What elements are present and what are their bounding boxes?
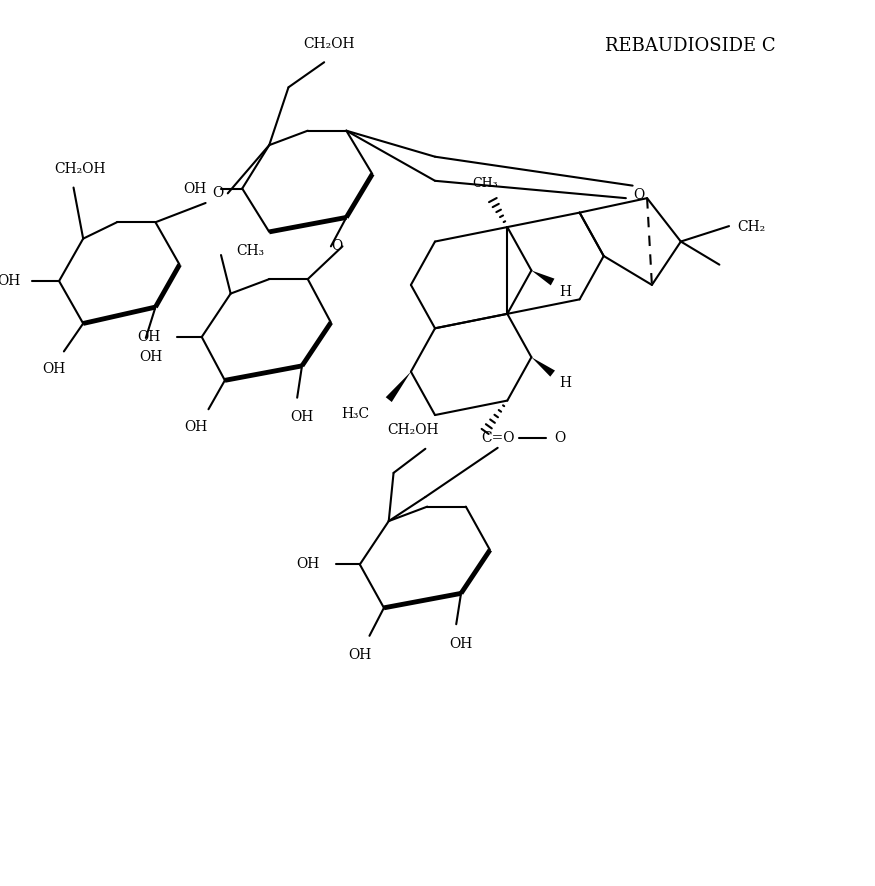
Text: OH: OH [450, 636, 472, 650]
Polygon shape [531, 357, 555, 377]
Text: OH: OH [137, 330, 160, 344]
Text: H: H [559, 377, 571, 390]
Text: O: O [634, 188, 645, 202]
Text: O: O [213, 186, 224, 200]
Text: CH₂OH: CH₂OH [54, 162, 106, 176]
Text: H₃C: H₃C [341, 407, 369, 421]
Text: CH₂OH: CH₂OH [304, 37, 354, 51]
Text: H: H [559, 284, 571, 299]
Text: CH₂OH: CH₂OH [387, 423, 438, 437]
Text: OH: OH [183, 182, 206, 196]
Text: C=O: C=O [481, 431, 514, 445]
Text: OH: OH [185, 420, 207, 433]
Text: OH: OH [296, 557, 319, 571]
Text: OH: OH [0, 274, 20, 288]
Polygon shape [386, 371, 411, 402]
Text: O: O [555, 431, 566, 445]
Polygon shape [531, 270, 555, 285]
Text: OH: OH [348, 648, 372, 662]
Text: OH: OH [290, 410, 313, 424]
Text: OH: OH [139, 350, 162, 364]
Text: REBAUDIOSIDE C: REBAUDIOSIDE C [606, 37, 776, 55]
Text: OH: OH [43, 361, 66, 376]
Text: O: O [331, 239, 342, 253]
Text: CH₃: CH₃ [473, 177, 498, 190]
Text: CH₂: CH₂ [737, 220, 766, 234]
Text: CH₃: CH₃ [236, 245, 264, 258]
